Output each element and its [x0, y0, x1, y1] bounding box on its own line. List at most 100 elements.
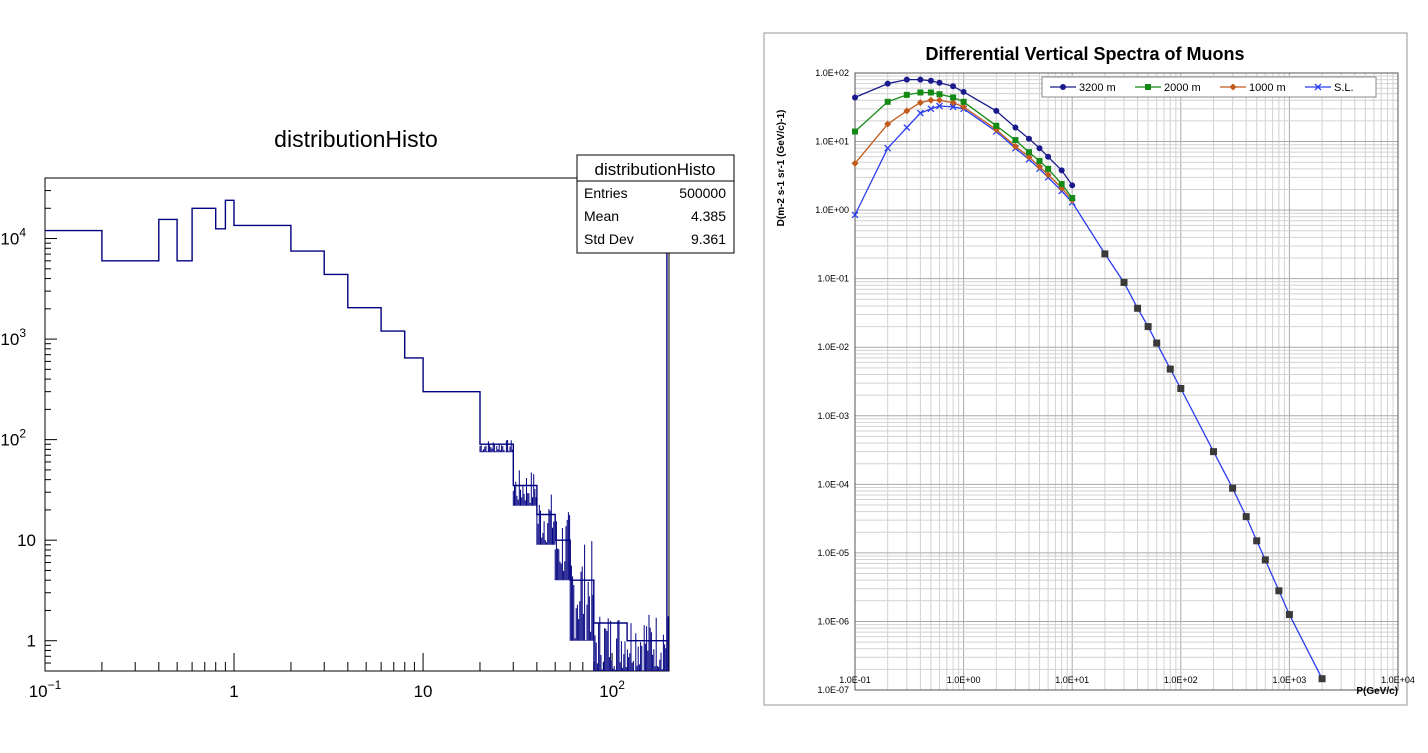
muon-legend-label: 2000 m [1164, 82, 1201, 94]
muon-plot-frame [854, 72, 1399, 691]
muon-series-point [1253, 537, 1261, 545]
muon-series-point [1045, 153, 1052, 160]
muon-series-point [903, 76, 910, 83]
histogram-x-axis: 10−1 1 10 102 [29, 653, 670, 701]
muon-y-axis: 1.0E+02 1.0E+01 1.0E+00 1.0E-01 1.0E-02 1.0E-… [815, 68, 849, 695]
stats-value-entries: 500000 [679, 185, 726, 201]
histogram-fluctuation [536, 494, 556, 545]
histogram-x-tick-label: 1 [229, 682, 238, 701]
histogram-step-line [45, 199, 669, 642]
muon-series-point [949, 99, 957, 107]
histogram-x-tick-label: 10 [414, 682, 433, 701]
histogram-fluctuation [554, 512, 571, 581]
muon-series-point [884, 144, 892, 152]
muon-series-point [916, 109, 924, 117]
muon-y-axis-label: D(m-2 s-1 sr-1 (GeV/c)-1) [776, 110, 787, 227]
muon-series-point [960, 103, 968, 111]
muon-y-tick-label: 1.0E-03 [817, 411, 849, 421]
muon-series-point [960, 88, 967, 95]
muon-series-2000-m [852, 89, 1076, 202]
muon-series-point [1134, 304, 1142, 312]
muon-series-point [903, 107, 911, 115]
histogram-y-tick-label: 1 [27, 632, 36, 651]
muon-legend: 3200 m 2000 m 1000 m S.L. [1041, 76, 1377, 98]
histogram-y-tick-label: 10 [17, 531, 36, 550]
histogram-fluctuation [479, 440, 513, 453]
muon-legend-swatch-marker [1145, 84, 1151, 90]
muon-series-point [851, 211, 859, 219]
muon-series-point [1101, 250, 1109, 258]
muon-x-tick-label: 1.0E+03 [1273, 675, 1307, 685]
muon-legend-swatch-marker [1229, 83, 1237, 91]
muon-series-point [1261, 556, 1269, 564]
muon-series-point [884, 98, 891, 105]
muon-series-3200-m [852, 76, 1076, 189]
muon-series-point [1166, 365, 1174, 373]
muon-series-point [1275, 587, 1283, 595]
muon-series-point [884, 80, 891, 87]
muon-series-point [852, 94, 858, 101]
muon-x-tick-label: 1.0E+04 [1381, 675, 1415, 685]
muon-legend-label: 1000 m [1249, 82, 1286, 94]
muon-y-tick-label: 1.0E+00 [815, 205, 849, 215]
histogram-frame [44, 177, 670, 672]
muon-legend-swatch-marker [1060, 84, 1066, 90]
muon-series-point [960, 98, 967, 105]
muon-series-point [936, 96, 944, 104]
stats-box: distributionHisto Entries 500000 Mean 4.… [576, 154, 735, 254]
muon-y-tick-label: 1.0E-01 [817, 274, 849, 284]
histogram-fluctuation [593, 614, 669, 671]
muon-series-point [1229, 484, 1237, 492]
histogram-y-tick-label: 102 [0, 427, 26, 450]
muon-chart-title: Differential Vertical Spectra of Muons [925, 44, 1244, 64]
muon-x-axis-label: P(GeV/c) [1356, 686, 1398, 697]
muon-y-tick-label: 1.0E-05 [817, 548, 849, 558]
muon-series-point [936, 102, 943, 110]
muon-series-point [1069, 195, 1076, 202]
histogram-title: distributionHisto [274, 126, 438, 152]
muon-series-point [1242, 513, 1250, 521]
muon-legend-label: 3200 m [1079, 82, 1116, 94]
muon-series-point [1153, 339, 1161, 347]
muon-series-point [917, 89, 924, 96]
muon-y-tick-label: 1.0E+01 [815, 137, 849, 147]
muon-series-point [1209, 448, 1217, 456]
muon-series-point [1058, 181, 1065, 188]
stats-label-mean: Mean [584, 208, 619, 224]
muon-grid [854, 73, 1398, 691]
muon-series-point [993, 107, 1000, 114]
stats-label-entries: Entries [584, 185, 628, 201]
muon-series-point [916, 99, 924, 107]
muon-series-point [1036, 145, 1043, 152]
histogram-fluctuation [512, 470, 537, 506]
muon-series-point [950, 83, 957, 90]
muon-legend-frame [1041, 76, 1377, 98]
muon-series-point [927, 89, 934, 96]
muon-series-point [1012, 124, 1019, 131]
muon-x-tick-label: 1.0E-01 [839, 675, 871, 685]
muon-spectra-chart: Differential Vertical Spectra of Muons 1… [763, 32, 1415, 706]
muon-series-point [1025, 149, 1032, 156]
muon-series-1000-m [851, 96, 1076, 204]
muon-series-point [851, 159, 859, 167]
muon-series [851, 76, 1326, 683]
muon-chart-border [763, 32, 1408, 706]
muon-series-point [903, 91, 910, 98]
muon-series-point [927, 96, 935, 104]
muon-series-point [1144, 323, 1152, 331]
muon-y-tick-label: 1.0E+02 [815, 68, 849, 78]
stats-label-stddev: Std Dev [584, 231, 634, 247]
muon-series-point [852, 128, 858, 135]
muon-y-tick-label: 1.0E-06 [817, 616, 849, 626]
histogram-fluctuation [569, 541, 594, 641]
histogram-x-tick-label: 102 [599, 678, 625, 701]
muon-series-point [1036, 163, 1044, 171]
muon-series-point [950, 94, 957, 101]
muon-series-point [949, 103, 957, 111]
muon-series-point [1177, 384, 1185, 392]
muon-series-point [1011, 142, 1019, 150]
muon-series-point [1120, 278, 1128, 286]
muon-y-tick-label: 1.0E-02 [817, 342, 849, 352]
